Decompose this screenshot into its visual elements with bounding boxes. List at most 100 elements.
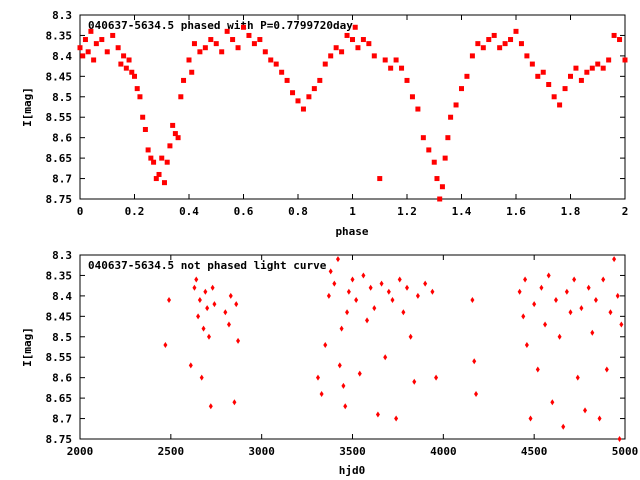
- data-point: [159, 155, 165, 161]
- data-point: [236, 337, 241, 344]
- data-point: [129, 69, 135, 75]
- data-point: [431, 159, 437, 165]
- data-point: [557, 102, 563, 108]
- data-point: [188, 362, 193, 369]
- data-point: [352, 24, 358, 30]
- unphased-light-curve-panel: 040637-5634.5 not phased light curve hjd…: [21, 249, 638, 477]
- data-point: [551, 94, 557, 100]
- data-point: [82, 37, 88, 43]
- data-point: [346, 288, 351, 295]
- data-point: [201, 325, 206, 332]
- data-point: [85, 49, 91, 55]
- data-point: [311, 86, 317, 92]
- data-point: [388, 65, 394, 71]
- data-point: [445, 135, 451, 141]
- data-point: [578, 77, 584, 83]
- data-point: [612, 256, 617, 263]
- data-point: [550, 399, 555, 406]
- data-point: [197, 296, 202, 303]
- data-point: [573, 65, 579, 71]
- data-point: [235, 45, 241, 51]
- y-tick-label: 8.75: [46, 193, 73, 206]
- data-point: [368, 284, 373, 291]
- data-point: [415, 106, 421, 112]
- data-point: [604, 366, 609, 373]
- data-point: [546, 82, 552, 88]
- data-point: [189, 69, 195, 75]
- data-points: [163, 256, 624, 442]
- data-point: [390, 296, 395, 303]
- data-point: [350, 37, 355, 43]
- data-point: [123, 65, 129, 71]
- data-point: [497, 45, 503, 51]
- y-tick-label: 8.45: [46, 70, 73, 83]
- data-point: [230, 37, 236, 43]
- data-point: [178, 94, 184, 100]
- y-tick-label: 8.3: [52, 9, 72, 22]
- data-point: [480, 45, 486, 51]
- plot-frame: [79, 254, 626, 440]
- data-point: [608, 309, 613, 316]
- x-tick-label: 1.8: [561, 205, 581, 218]
- data-point: [365, 317, 370, 324]
- data-point: [167, 296, 172, 303]
- data-point: [423, 280, 428, 287]
- data-point: [118, 61, 124, 67]
- data-point: [322, 61, 328, 67]
- data-point: [399, 65, 405, 71]
- data-point: [617, 436, 622, 442]
- data-point: [145, 147, 151, 153]
- x-tick-label: 3500: [339, 445, 366, 458]
- data-point: [343, 403, 348, 410]
- data-point: [317, 77, 323, 83]
- data-point: [295, 98, 301, 104]
- data-point: [126, 57, 132, 63]
- data-point: [590, 329, 595, 336]
- x-tick-label: 1.2: [397, 205, 417, 218]
- x-tick-label: 2: [622, 205, 629, 218]
- data-point: [502, 41, 508, 47]
- x-tick-label: 4000: [430, 445, 457, 458]
- data-point: [172, 131, 178, 137]
- data-point: [470, 296, 475, 303]
- data-point: [257, 37, 263, 43]
- data-point: [344, 32, 350, 38]
- x-tick-label: 0.6: [234, 205, 254, 218]
- data-points: [77, 24, 628, 202]
- data-point: [262, 49, 268, 55]
- data-point: [474, 391, 479, 398]
- data-point: [379, 280, 384, 287]
- phased-light-curve-panel: 040637-5634.5 phased with P=0.7799720day…: [21, 9, 628, 238]
- data-point: [572, 276, 577, 283]
- data-point: [606, 57, 612, 63]
- data-point: [341, 382, 346, 389]
- data-point: [508, 37, 514, 43]
- data-point: [593, 296, 598, 303]
- data-point: [99, 37, 105, 43]
- data-point: [584, 69, 590, 75]
- data-point: [300, 106, 306, 112]
- data-point: [194, 276, 199, 283]
- data-point: [164, 159, 170, 165]
- data-point: [163, 341, 168, 348]
- data-point: [546, 272, 551, 279]
- data-point: [326, 292, 331, 299]
- data-point: [339, 49, 345, 55]
- x-tick-label: 2500: [158, 445, 185, 458]
- data-point: [600, 65, 606, 71]
- data-point: [439, 184, 445, 190]
- data-point: [104, 49, 110, 55]
- data-point: [306, 94, 312, 100]
- data-point: [589, 65, 595, 71]
- data-point: [491, 32, 497, 38]
- y-axis-label: I[mag]: [21, 327, 34, 367]
- data-point: [475, 41, 481, 47]
- data-point: [290, 90, 296, 96]
- data-point: [611, 32, 617, 38]
- data-point: [386, 288, 391, 295]
- data-point: [553, 296, 558, 303]
- axis-ticks: 2000 2500 3000 3500 4000 4500 5000 8.3 8.35 8.4 8.…: [46, 249, 639, 458]
- data-point: [529, 61, 535, 67]
- data-point: [110, 32, 116, 38]
- data-point: [319, 391, 324, 398]
